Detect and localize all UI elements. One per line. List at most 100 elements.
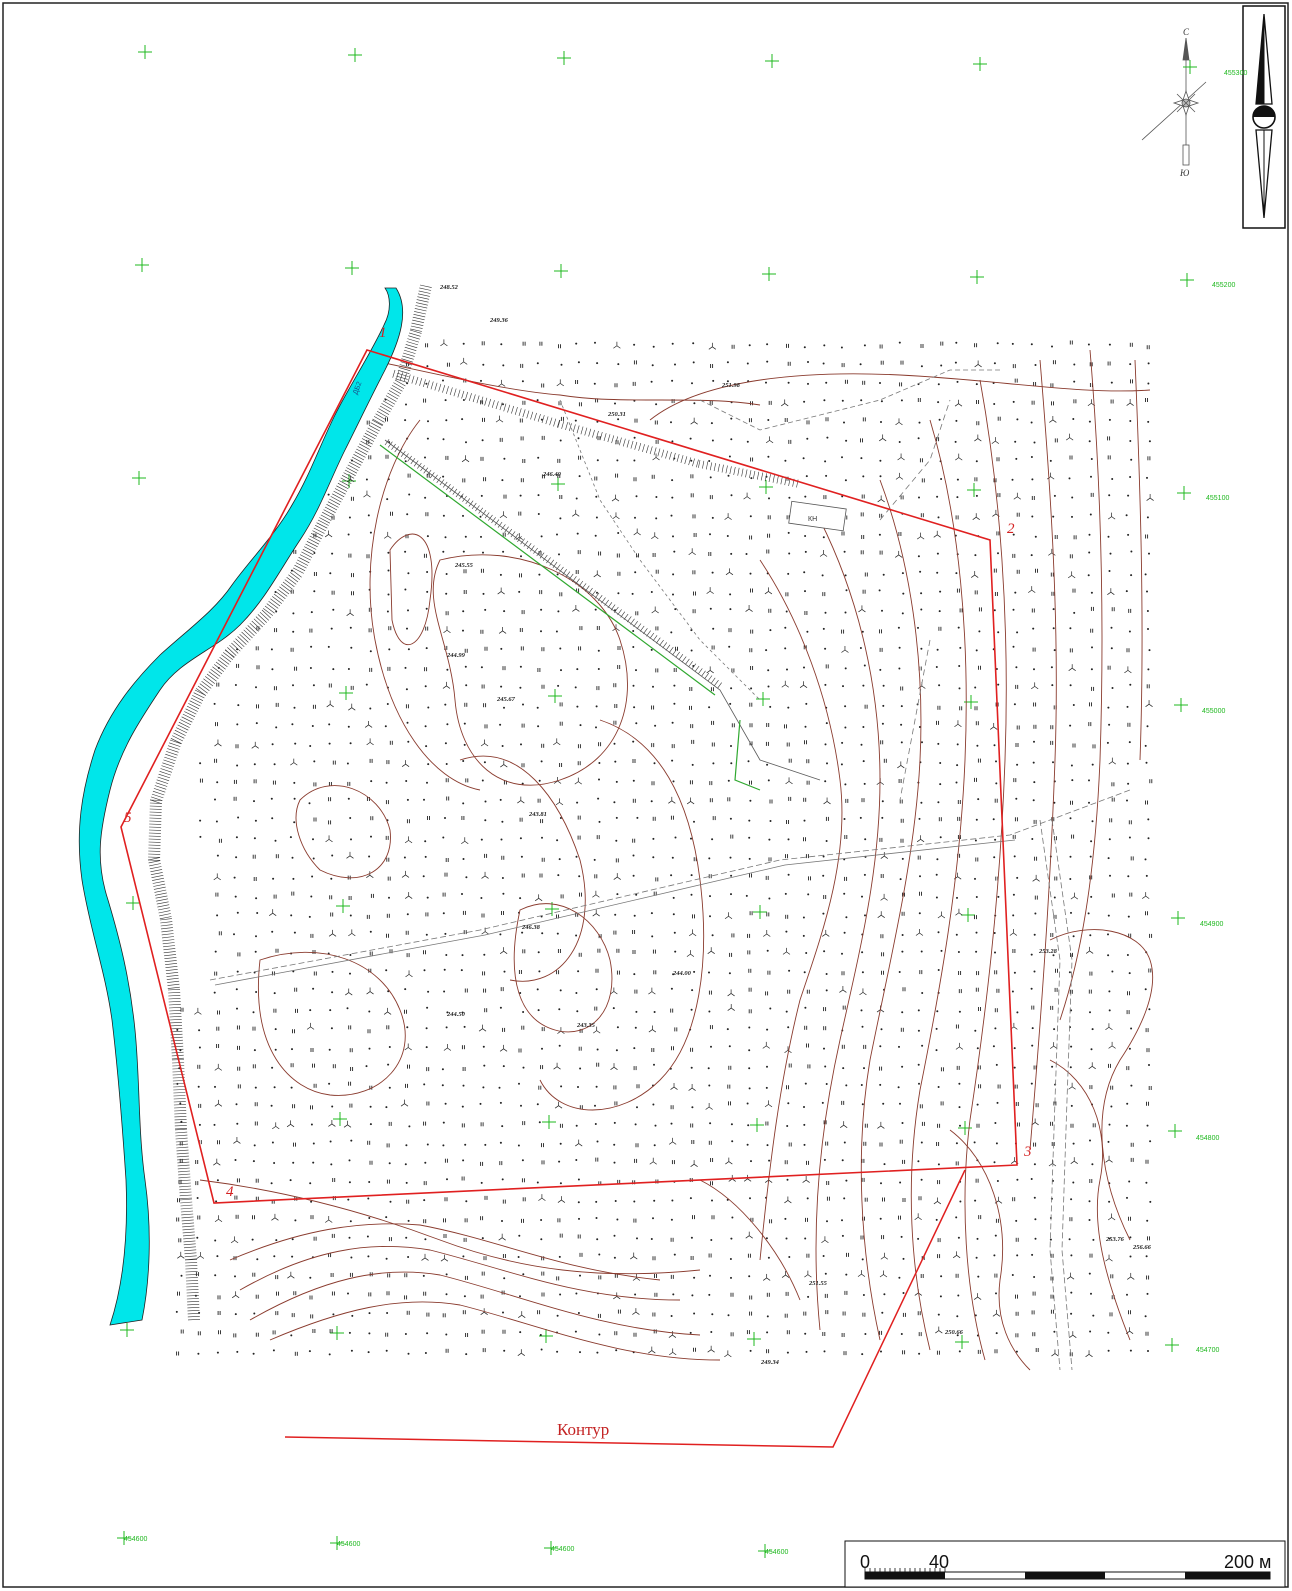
meadow-dot <box>1012 914 1015 917</box>
meadow-dot <box>329 572 332 575</box>
meadow-dot <box>824 683 827 686</box>
meadow-dot <box>350 1256 353 1259</box>
meadow-dot <box>405 403 407 406</box>
grid-label-right-2: 455200 <box>1212 282 1235 289</box>
meadow-dot <box>309 745 312 747</box>
meadow-dot <box>328 1082 331 1085</box>
shrub-symbol <box>401 870 410 878</box>
shrub-symbol <box>727 989 735 997</box>
shrub-symbol <box>1068 1082 1076 1090</box>
shrub-symbol <box>404 892 413 899</box>
meadow-dot <box>804 1332 807 1335</box>
meadow-dot <box>574 419 577 422</box>
meadow-dot <box>993 609 996 612</box>
meadow-dot <box>1052 954 1055 957</box>
meadow-dot <box>253 1312 256 1315</box>
hatch-stroke <box>174 1113 187 1115</box>
hatch-stroke <box>212 666 223 675</box>
meadow-dot <box>501 1178 504 1181</box>
meadow-dot <box>1145 1255 1148 1258</box>
hatch-stroke <box>182 1231 195 1234</box>
shrub-symbol <box>499 1044 508 1052</box>
meadow-dot <box>672 535 674 538</box>
meadow-dot <box>864 838 867 841</box>
hatch-stroke <box>243 629 253 639</box>
meadow-dot <box>461 954 464 957</box>
hatch-stroke <box>187 1304 200 1306</box>
shrub-symbol <box>688 929 697 937</box>
meadow-dot <box>633 436 636 439</box>
shrub-symbol <box>802 1176 810 1183</box>
meadow-dot <box>558 1044 561 1047</box>
meadow-dot <box>521 782 524 785</box>
meadow-dot <box>726 1198 729 1201</box>
meadow-dot <box>615 816 618 819</box>
meadow-dot <box>407 1256 410 1258</box>
meadow-dot <box>426 1332 429 1335</box>
hatch-stroke <box>559 566 564 573</box>
meadow-dot <box>1015 1350 1018 1353</box>
meadow-dot <box>463 722 466 725</box>
meadow-dot <box>521 1159 524 1162</box>
meadow-dot <box>461 893 463 895</box>
meadow-dot <box>731 1140 734 1143</box>
meadow-dot <box>748 836 751 839</box>
hatch-stroke <box>697 668 703 675</box>
meadow-dot <box>958 1350 961 1353</box>
meadow-dot <box>460 969 463 972</box>
hatch-stroke <box>161 933 174 936</box>
meadow-dot <box>578 475 581 478</box>
meadow-dot <box>517 1256 520 1258</box>
meadow-dot <box>350 838 352 841</box>
meadow-dot <box>992 818 995 821</box>
meadow-dot <box>406 721 409 724</box>
meadow-dot <box>1068 1238 1071 1241</box>
meadow-dot <box>691 382 693 385</box>
corner-point-3: 3 <box>1023 1144 1032 1160</box>
meadow-dot <box>613 1161 616 1164</box>
hatch-stroke <box>721 464 724 473</box>
meadow-dot <box>803 1123 806 1126</box>
meadow-dot <box>427 763 430 766</box>
shrub-symbol <box>214 739 222 747</box>
hatch-stroke <box>255 616 265 626</box>
meadow-dot <box>405 1144 408 1147</box>
meadow-dot <box>864 1333 867 1335</box>
meadow-dot <box>862 760 865 763</box>
hatch-stroke <box>669 451 672 460</box>
meadow-dot <box>844 574 847 577</box>
meadow-dot <box>291 1255 294 1258</box>
shrub-symbol <box>538 1194 546 1201</box>
meadow-dot <box>651 935 654 938</box>
meadow-dot <box>310 1200 313 1203</box>
meadow-dot <box>540 760 543 763</box>
meadow-dot <box>959 646 962 649</box>
shrub-symbol <box>271 1213 279 1221</box>
meadow-dot <box>480 494 483 497</box>
hatch-stroke <box>167 989 181 991</box>
hatch-stroke <box>412 319 424 323</box>
meadow-dot <box>749 572 752 575</box>
meadow-dot <box>481 1237 484 1240</box>
meadow-dot <box>1015 797 1018 800</box>
hatch-stroke <box>391 443 396 450</box>
meadow-dot <box>498 1086 501 1089</box>
hatch-stroke <box>368 425 380 432</box>
meadow-dot <box>995 760 997 763</box>
meadow-dot <box>597 668 600 670</box>
hatch-stroke <box>461 390 465 399</box>
meadow-dot <box>1146 476 1148 479</box>
meadow-dot <box>692 342 695 345</box>
hatch-stroke <box>173 1095 186 1097</box>
meadow-dot <box>1090 591 1093 594</box>
meadow-dot <box>256 1258 259 1261</box>
meadow-dot <box>347 725 350 728</box>
meadow-dot <box>556 932 559 935</box>
meadow-dot <box>651 364 654 367</box>
meadow-dot <box>536 706 539 709</box>
meadow-dot <box>1087 912 1090 915</box>
meadow-dot <box>826 436 829 439</box>
hatch-stroke <box>172 1068 185 1070</box>
meadow-dot <box>613 1121 616 1124</box>
hatch-stroke <box>168 995 181 997</box>
